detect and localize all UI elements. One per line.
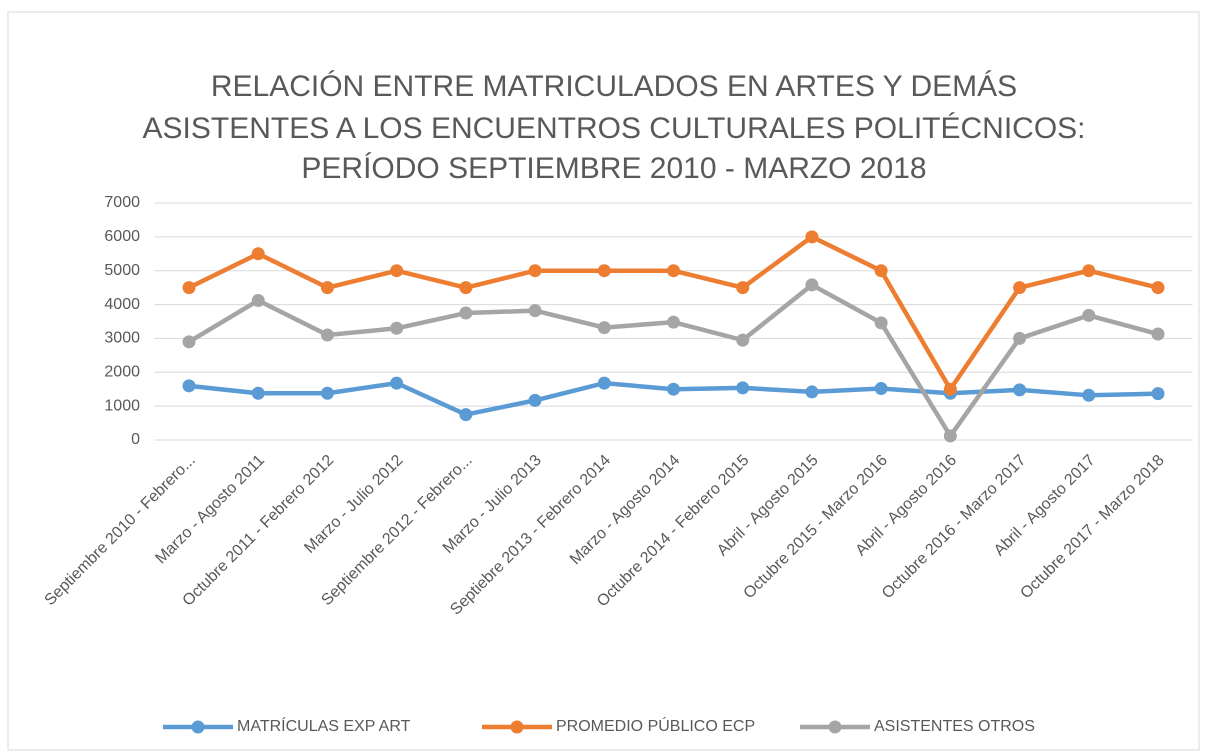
data-point (251, 386, 265, 400)
legend-label: PROMEDIO PÚBLICO ECP (556, 716, 755, 735)
chart-title: PERÍODO SEPTIEMBRE 2010 - MARZO 2018 (301, 152, 926, 185)
data-point (805, 385, 819, 399)
data-point (182, 335, 196, 349)
data-point (736, 381, 750, 395)
y-tick-label: 2000 (104, 364, 140, 381)
y-tick-label: 1000 (104, 397, 140, 414)
data-point (459, 408, 473, 422)
data-point (597, 376, 611, 390)
data-point (251, 294, 265, 308)
data-point (597, 321, 611, 335)
data-point (528, 393, 542, 407)
legend-marker (510, 720, 524, 734)
data-point (667, 315, 680, 329)
data-point (1013, 383, 1027, 397)
data-point (528, 304, 542, 318)
y-tick-label: 0 (131, 431, 140, 448)
data-point (597, 264, 611, 278)
data-point (390, 321, 404, 335)
data-point (736, 333, 750, 347)
data-point (320, 281, 334, 295)
data-point (805, 278, 819, 292)
data-point (874, 316, 888, 330)
data-point (805, 230, 819, 244)
y-tick-label: 6000 (104, 228, 140, 245)
data-point (182, 379, 196, 393)
y-tick-label: 5000 (104, 262, 140, 279)
data-point (667, 264, 680, 278)
data-point (1151, 327, 1165, 341)
chart-title: ASISTENTES A LOS ENCUENTROS CULTURALES P… (143, 112, 1086, 145)
legend-label: MATRÍCULAS EXP ART (237, 716, 411, 735)
y-tick-label: 7000 (104, 194, 140, 211)
data-point (251, 247, 265, 261)
data-point (1082, 308, 1096, 322)
data-point (1082, 388, 1096, 402)
data-point (459, 306, 473, 320)
data-point (736, 281, 750, 295)
data-point (1151, 281, 1165, 295)
data-point (459, 281, 473, 295)
data-point (1151, 387, 1165, 401)
data-point (874, 264, 888, 278)
data-point (1082, 264, 1096, 278)
legend-marker (828, 720, 842, 734)
data-point (667, 382, 680, 396)
y-tick-label: 4000 (104, 296, 140, 313)
chart-title: RELACIÓN ENTRE MATRICULADOS EN ARTES Y D… (211, 70, 1017, 103)
data-point (390, 264, 404, 278)
legend-marker (191, 720, 205, 734)
data-point (943, 382, 957, 396)
data-point (320, 328, 334, 342)
data-point (528, 264, 542, 278)
y-tick-label: 3000 (104, 330, 140, 347)
data-point (1013, 281, 1027, 295)
data-point (182, 281, 196, 295)
data-point (390, 376, 404, 390)
data-point (320, 386, 334, 400)
data-point (1013, 331, 1027, 345)
data-point (874, 382, 888, 396)
data-point (943, 429, 957, 443)
legend-label: ASISTENTES OTROS (874, 718, 1035, 735)
